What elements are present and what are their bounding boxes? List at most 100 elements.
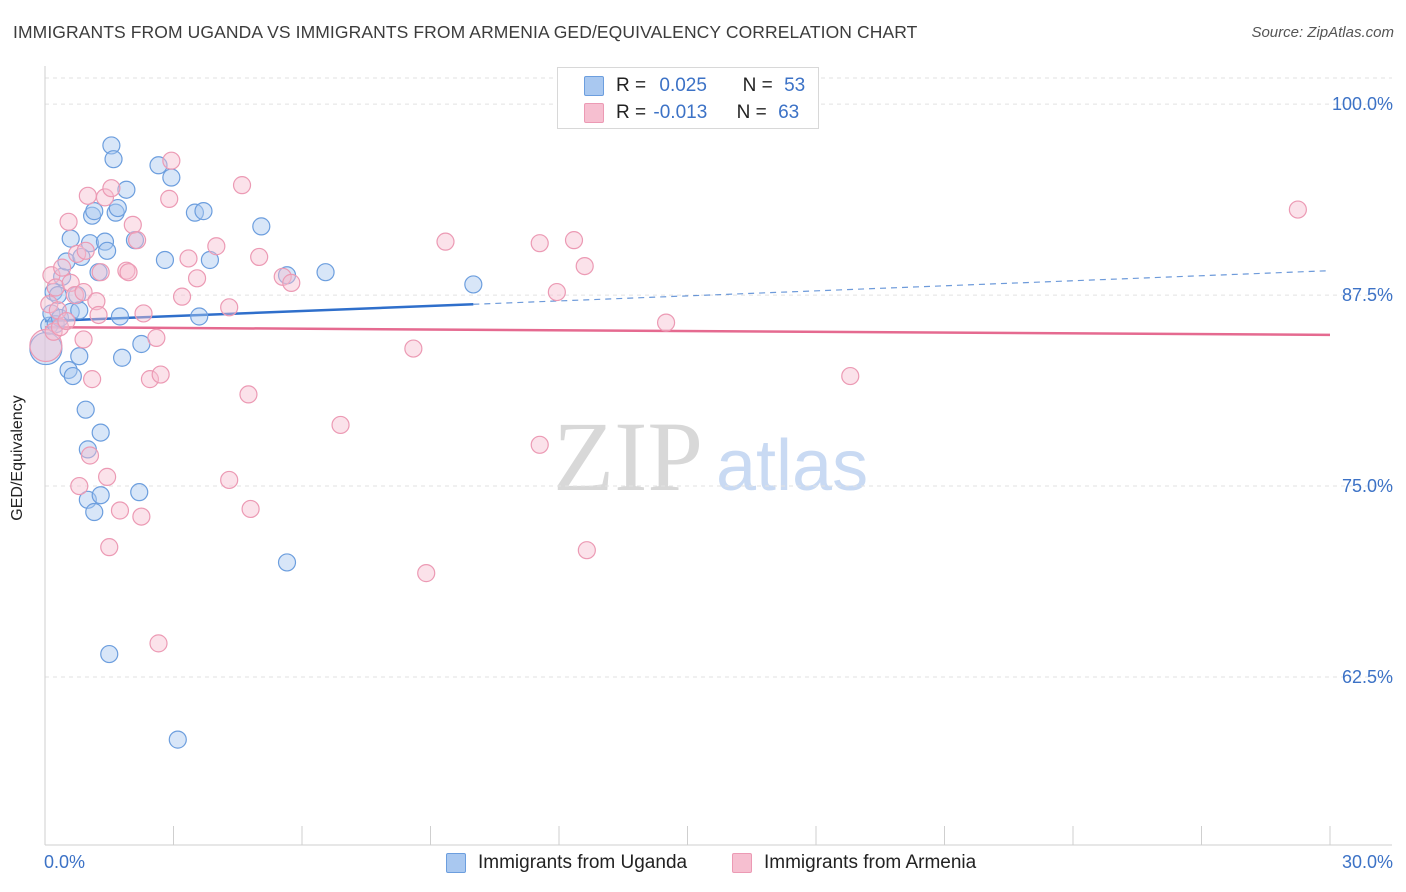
armenia-point — [220, 470, 239, 490]
uganda-point — [85, 202, 104, 221]
armenia-point — [547, 282, 566, 302]
y-tick-labels: 100.0% 87.5% 75.0% 62.5% — [1332, 94, 1393, 687]
armenia-point — [282, 273, 301, 292]
legend-uganda-swatch — [446, 853, 466, 873]
uganda-point — [194, 202, 213, 221]
uganda-point — [85, 502, 104, 522]
armenia-point — [162, 151, 181, 170]
armenia-point — [134, 304, 153, 323]
armenia-point — [46, 278, 65, 297]
armenia-point — [241, 499, 260, 519]
y-tick-label: 75.0% — [1342, 476, 1393, 496]
armenia-point — [207, 237, 226, 256]
armenia-point — [530, 234, 549, 253]
armenia-point — [74, 282, 93, 302]
uganda-point — [464, 275, 483, 294]
armenia-point — [95, 188, 115, 207]
armenia-point — [331, 415, 350, 435]
armenia-point — [102, 179, 121, 198]
armenia-point — [232, 176, 252, 195]
armenia-point — [250, 247, 269, 267]
uganda-point — [252, 217, 271, 236]
armenia-point — [149, 634, 168, 653]
uganda-point — [61, 229, 80, 248]
armenia-point — [87, 292, 106, 311]
uganda-point — [130, 483, 149, 502]
armenia-point — [160, 189, 179, 208]
uganda-point — [190, 307, 209, 326]
legend-item-armenia: Immigrants from Armenia — [732, 852, 976, 874]
axes — [44, 66, 1392, 846]
chart-title: IMMIGRANTS FROM UGANDA VS IMMIGRANTS FRO… — [13, 22, 918, 42]
uganda-n-value: 53 — [784, 75, 806, 96]
armenia-point — [239, 385, 258, 404]
armenia-point — [74, 330, 93, 349]
x-tick-label-min: 0.0% — [44, 852, 86, 872]
armenia-point — [89, 305, 108, 325]
armenia-point — [140, 370, 160, 389]
armenia-point — [123, 215, 142, 234]
armenia-swatch — [584, 103, 604, 123]
source-label: Source: ZipAtlas.com — [1251, 24, 1394, 41]
uganda-point — [277, 553, 297, 572]
armenia-point — [132, 507, 151, 526]
uganda-point — [70, 347, 89, 366]
uganda-trend-extension — [473, 270, 1331, 305]
watermark-atlas: atlas — [716, 426, 868, 506]
legend-item-uganda: Immigrants from Uganda — [446, 852, 687, 874]
uganda-point — [108, 198, 127, 218]
armenia-point — [530, 435, 549, 454]
armenia-point — [100, 538, 119, 557]
armenia-point — [220, 298, 239, 317]
armenia-point — [59, 212, 78, 231]
uganda-n-label: N = — [742, 75, 773, 96]
uganda-point — [316, 263, 335, 282]
armenia-point — [147, 328, 166, 347]
armenia-point — [179, 249, 198, 268]
uganda-point — [104, 150, 123, 169]
uganda-point — [63, 366, 82, 386]
uganda-point — [76, 400, 95, 419]
y-tick-label: 87.5% — [1342, 285, 1393, 305]
armenia-point — [83, 370, 102, 389]
y-tick-label: 62.5% — [1342, 667, 1393, 687]
y-tick-label: 100.0% — [1332, 94, 1393, 114]
armenia-point — [436, 232, 455, 251]
armenia-point — [80, 446, 100, 465]
armenia-point — [187, 269, 207, 288]
watermark: ZIP atlas — [553, 401, 868, 512]
uganda-point — [91, 486, 110, 505]
legend-uganda-label: Immigrants from Uganda — [478, 852, 688, 873]
uganda-r-value: 0.025 — [659, 75, 707, 96]
armenia-point — [127, 231, 147, 250]
armenia-point — [91, 263, 110, 282]
uganda-point — [91, 423, 110, 442]
legend-armenia-swatch — [732, 853, 752, 873]
uganda-point — [102, 136, 121, 155]
x-tick-label-max: 30.0% — [1341, 852, 1393, 872]
armenia-point — [110, 501, 130, 520]
uganda-point — [112, 348, 132, 367]
armenia-n-value: 63 — [778, 102, 800, 123]
armenia-point — [417, 564, 436, 583]
armenia-trend-line — [44, 325, 1331, 337]
armenia-n-label: N = — [736, 102, 767, 123]
uganda-trend-line — [44, 303, 474, 323]
armenia-point — [172, 287, 192, 306]
uganda-point — [168, 730, 187, 749]
uganda-point — [98, 241, 117, 260]
uganda-r-label: R = — [616, 75, 647, 96]
trend-lines — [44, 270, 1331, 337]
legend-armenia-label: Immigrants from Armenia — [764, 852, 977, 873]
armenia-point — [841, 366, 860, 386]
data-points — [29, 136, 1307, 749]
armenia-point — [53, 258, 72, 277]
armenia-point — [98, 467, 117, 486]
armenia-point — [575, 256, 594, 276]
grid-lines — [45, 77, 1392, 678]
armenia-r-label: R = — [616, 102, 647, 123]
armenia-point — [119, 263, 138, 282]
watermark-zip: ZIP — [553, 401, 703, 512]
armenia-point — [1288, 200, 1307, 219]
